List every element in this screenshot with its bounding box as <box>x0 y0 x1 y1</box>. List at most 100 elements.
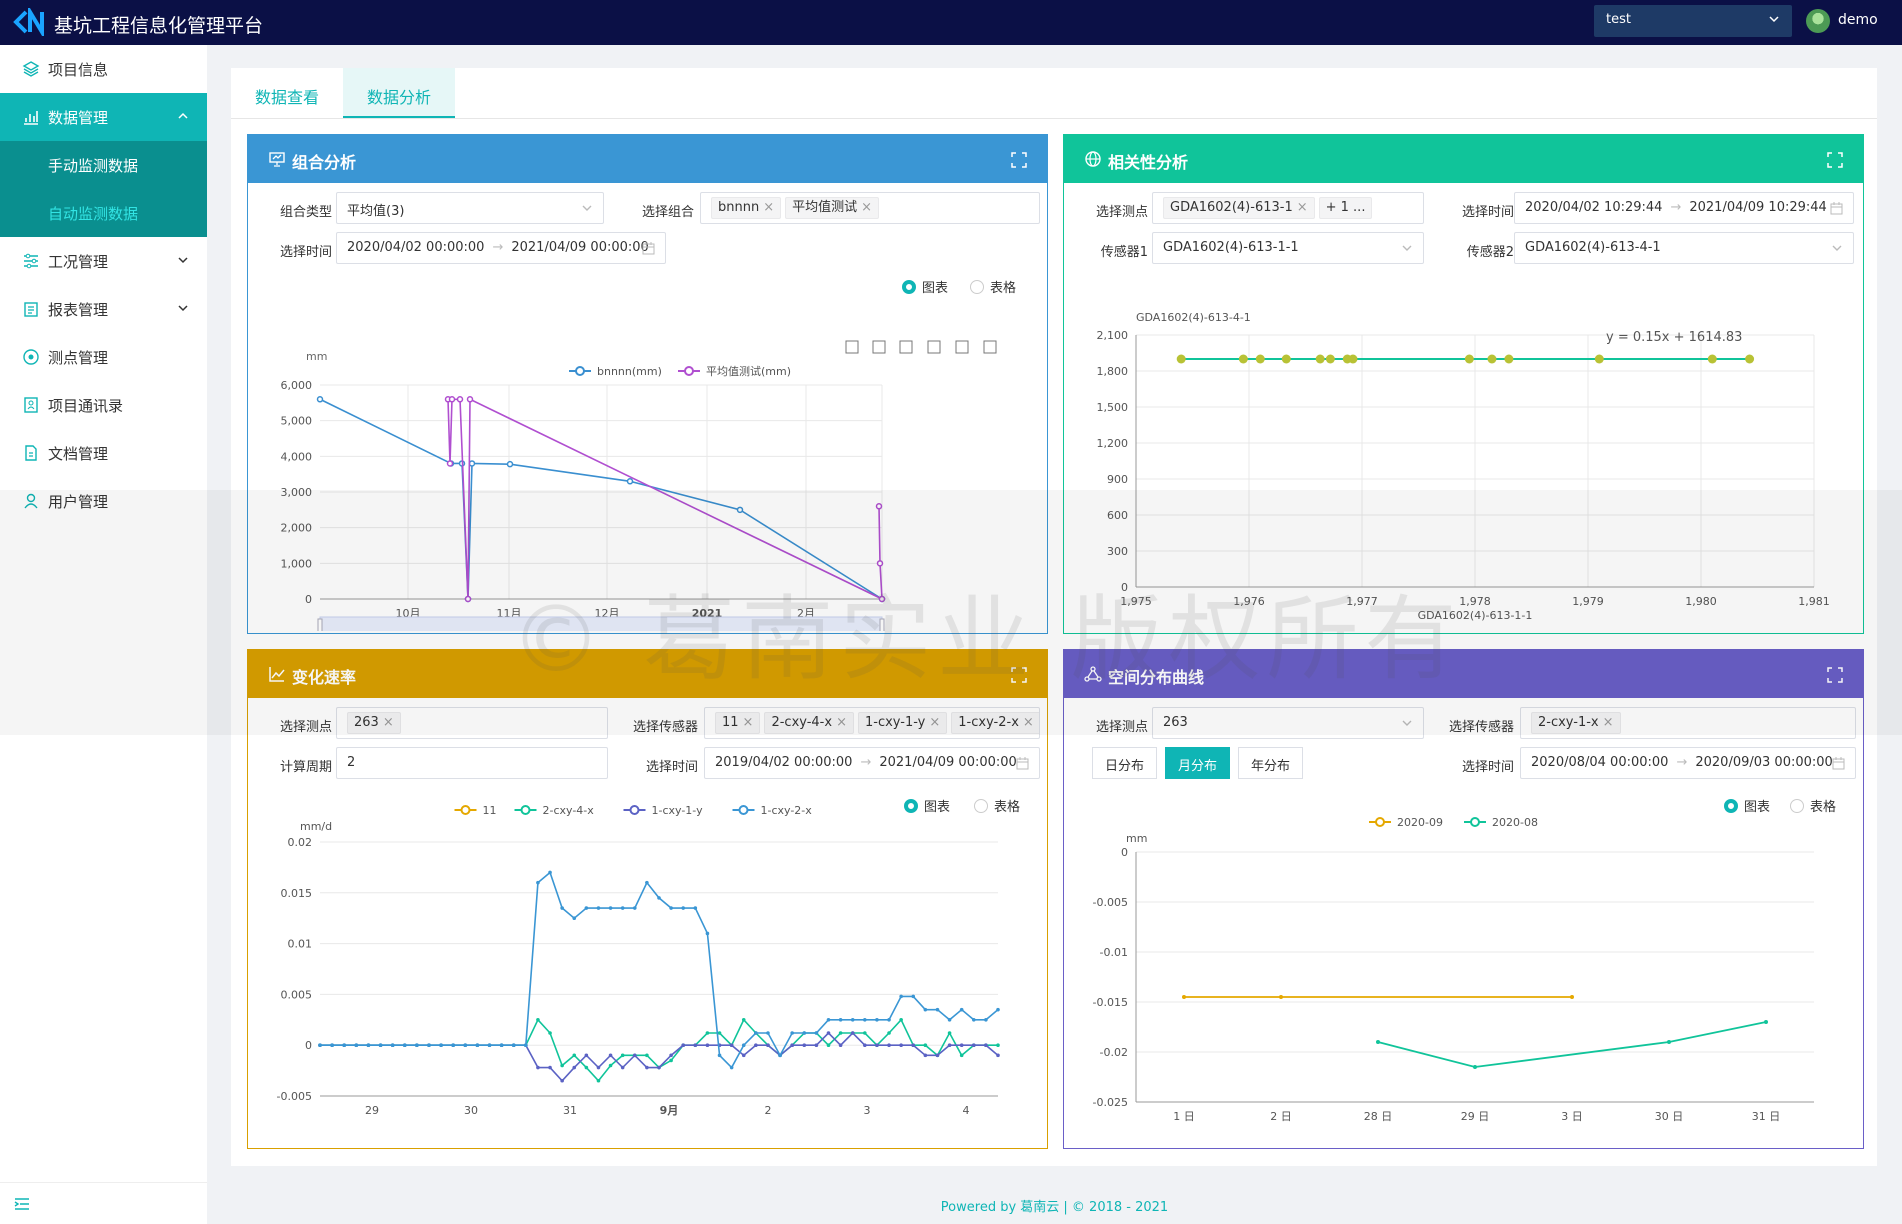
corr-sensor1-value: GDA1602(4)-613-1-1 <box>1163 240 1299 255</box>
close-icon[interactable]: × <box>742 715 754 730</box>
rate-date-range[interactable]: 2019/04/02 00:00:00 → 2021/04/09 00:00:00 <box>704 747 1040 779</box>
close-icon[interactable]: × <box>763 200 775 215</box>
data-point <box>838 1031 843 1035</box>
spatial-sensor-select[interactable]: 2-cxy-1-x × <box>1520 707 1856 739</box>
scatter-point <box>1464 354 1474 364</box>
sidebar-item-conditions[interactable]: 工况管理 <box>0 237 207 285</box>
rate-radio-chart[interactable]: 图表 <box>904 796 950 815</box>
project-select[interactable]: test <box>1594 5 1792 37</box>
rate-period-input[interactable]: 2 <box>336 747 608 779</box>
sidebar-item-users[interactable]: 用户管理 <box>0 477 207 525</box>
tab-data-view[interactable]: 数据查看 <box>255 88 320 107</box>
x-tick-label: 31 日 <box>1752 1110 1781 1123</box>
tag-label: 11 <box>722 715 739 730</box>
data-point <box>536 1065 540 1070</box>
close-icon[interactable]: × <box>861 200 873 215</box>
rate-sensor-tag: 2-cxy-4-x × <box>764 712 854 734</box>
sidebar-item-reports[interactable]: 报表管理 <box>0 285 207 333</box>
data-point <box>572 1065 577 1070</box>
sidebar-item-label: 文档管理 <box>48 445 109 463</box>
rate-point-label: 选择测点 <box>279 720 332 735</box>
radio-dot <box>970 280 984 294</box>
close-icon[interactable]: × <box>929 715 941 730</box>
rate-panel-title: 变化速率 <box>292 668 357 687</box>
tab-data-analysis[interactable]: 数据分析 <box>343 68 456 118</box>
date-start: 2020/04/02 10:29:44 <box>1525 200 1663 215</box>
sidebar-item-documents[interactable]: 文档管理 <box>0 429 207 477</box>
rate-point-select[interactable]: 263 × <box>336 707 608 739</box>
radio-label: 图表 <box>922 281 949 296</box>
x-tick-label: 1,975 <box>1120 595 1152 608</box>
rate-line-chart: mm/d -0.005 0 0.005 0.01 0.015 0.02 29 30 31 9月 2 3 4… <box>277 804 1000 1117</box>
spatial-radio-table[interactable]: 表格 <box>1790 796 1836 815</box>
corr-point-label: 选择测点 <box>1095 205 1148 220</box>
sidebar-item-data-management[interactable]: 数据管理 <box>0 93 207 141</box>
legend-label: 1-cxy-2-x <box>761 804 813 817</box>
rate-panel: 变化速率 选择测点 263 × 选择传感器 11 × 2-cxy-4-x × 1-cxy-… <box>247 649 1048 1149</box>
dist-month-button[interactable]: 月分布 <box>1165 747 1231 779</box>
fullscreen-icon[interactable] <box>1011 667 1027 683</box>
data-point <box>838 1018 843 1022</box>
sidebar-item-contacts[interactable]: 项目通讯录 <box>0 381 207 429</box>
data-point <box>620 1053 625 1058</box>
fullscreen-icon[interactable] <box>1827 667 1843 683</box>
corr-sensor1-select[interactable]: GDA1602(4)-613-1-1 <box>1152 232 1424 264</box>
dist-day-button[interactable]: 日分布 <box>1092 747 1158 779</box>
data-point <box>1764 1020 1768 1024</box>
spatial-date-range[interactable]: 2020/08/04 00:00:00 → 2020/09/03 00:00:00 <box>1520 747 1856 779</box>
close-icon[interactable]: × <box>1296 200 1308 215</box>
close-icon[interactable]: × <box>836 715 847 730</box>
y-axis-label: GDA1602(4)-613-4-1 <box>1136 311 1251 324</box>
menu-collapse-icon[interactable] <box>14 1197 30 1211</box>
sidebar-subitem-manual-data[interactable]: 手动监测数据 <box>0 141 207 189</box>
data-point <box>620 906 625 910</box>
rate-period-label: 计算周期 <box>279 760 332 775</box>
close-icon[interactable]: × <box>382 715 394 730</box>
legend-label: 2020-08 <box>1492 816 1538 829</box>
y-axis-label: mm <box>1126 832 1147 845</box>
corr-point-select[interactable]: GDA1602(4)-613-1 × + 1 ... <box>1152 192 1424 224</box>
data-point <box>875 1018 879 1022</box>
combo-group-select[interactable]: bnnnn × 平均值测试 × <box>700 192 1040 224</box>
data-point <box>959 1043 964 1047</box>
date-end: 2021/04/09 00:00:00 <box>879 755 1017 770</box>
rate-period-value: 2 <box>347 755 356 770</box>
avatar[interactable] <box>1806 9 1830 33</box>
sidebar-item-points[interactable]: 测点管理 <box>0 333 207 381</box>
data-point <box>645 1053 649 1058</box>
spatial-point-select[interactable]: 263 <box>1152 707 1424 739</box>
data-point <box>548 1031 552 1035</box>
spatial-radio-chart[interactable]: 图表 <box>1724 796 1770 815</box>
fullscreen-icon[interactable] <box>1011 152 1027 168</box>
y-tick-label: -0.01 <box>1100 946 1128 959</box>
close-icon[interactable]: × <box>1602 715 1614 730</box>
radio-dot <box>1724 799 1738 813</box>
sidebar-item-project-info[interactable]: 项目信息 <box>0 45 207 93</box>
close-icon[interactable]: × <box>1022 715 1034 730</box>
data-point <box>596 1078 601 1083</box>
sidebar-subitem-auto-data[interactable]: 自动监测数据 <box>0 189 207 237</box>
rate-sensor-select[interactable]: 11 × 2-cxy-4-x × 1-cxy-1-y × 1-cxy-2-x × <box>704 707 1040 739</box>
radio-label: 表格 <box>990 281 1017 296</box>
corr-sensor2-select[interactable]: GDA1602(4)-613-4-1 <box>1514 232 1854 264</box>
data-point <box>506 460 514 468</box>
scatter-point <box>1238 354 1248 364</box>
data-point <box>390 1043 395 1047</box>
user-name[interactable]: demo <box>1838 12 1878 28</box>
fullscreen-icon[interactable] <box>1827 152 1843 168</box>
data-point <box>875 503 883 510</box>
combo-radio-table[interactable]: 表格 <box>970 277 1016 296</box>
dist-year-button[interactable]: 年分布 <box>1238 747 1304 779</box>
combo-date-range[interactable]: 2020/04/02 00:00:00 → 2021/04/09 00:00:00 <box>336 232 666 264</box>
corr-date-range[interactable]: 2020/04/02 10:29:44 → 2021/04/09 10:29:44 <box>1514 192 1854 224</box>
rate-radio-table[interactable]: 表格 <box>974 796 1020 815</box>
calendar-icon <box>642 242 655 255</box>
series-line <box>320 1031 999 1082</box>
combo-type-select[interactable]: 平均值(3) <box>336 192 604 224</box>
data-point <box>741 1018 746 1022</box>
radio-label: 图表 <box>1744 800 1771 815</box>
combo-panel-title: 组合分析 <box>292 153 357 172</box>
combo-radio-chart[interactable]: 图表 <box>902 277 948 296</box>
y-tick-label: 2,100 <box>1097 329 1129 342</box>
